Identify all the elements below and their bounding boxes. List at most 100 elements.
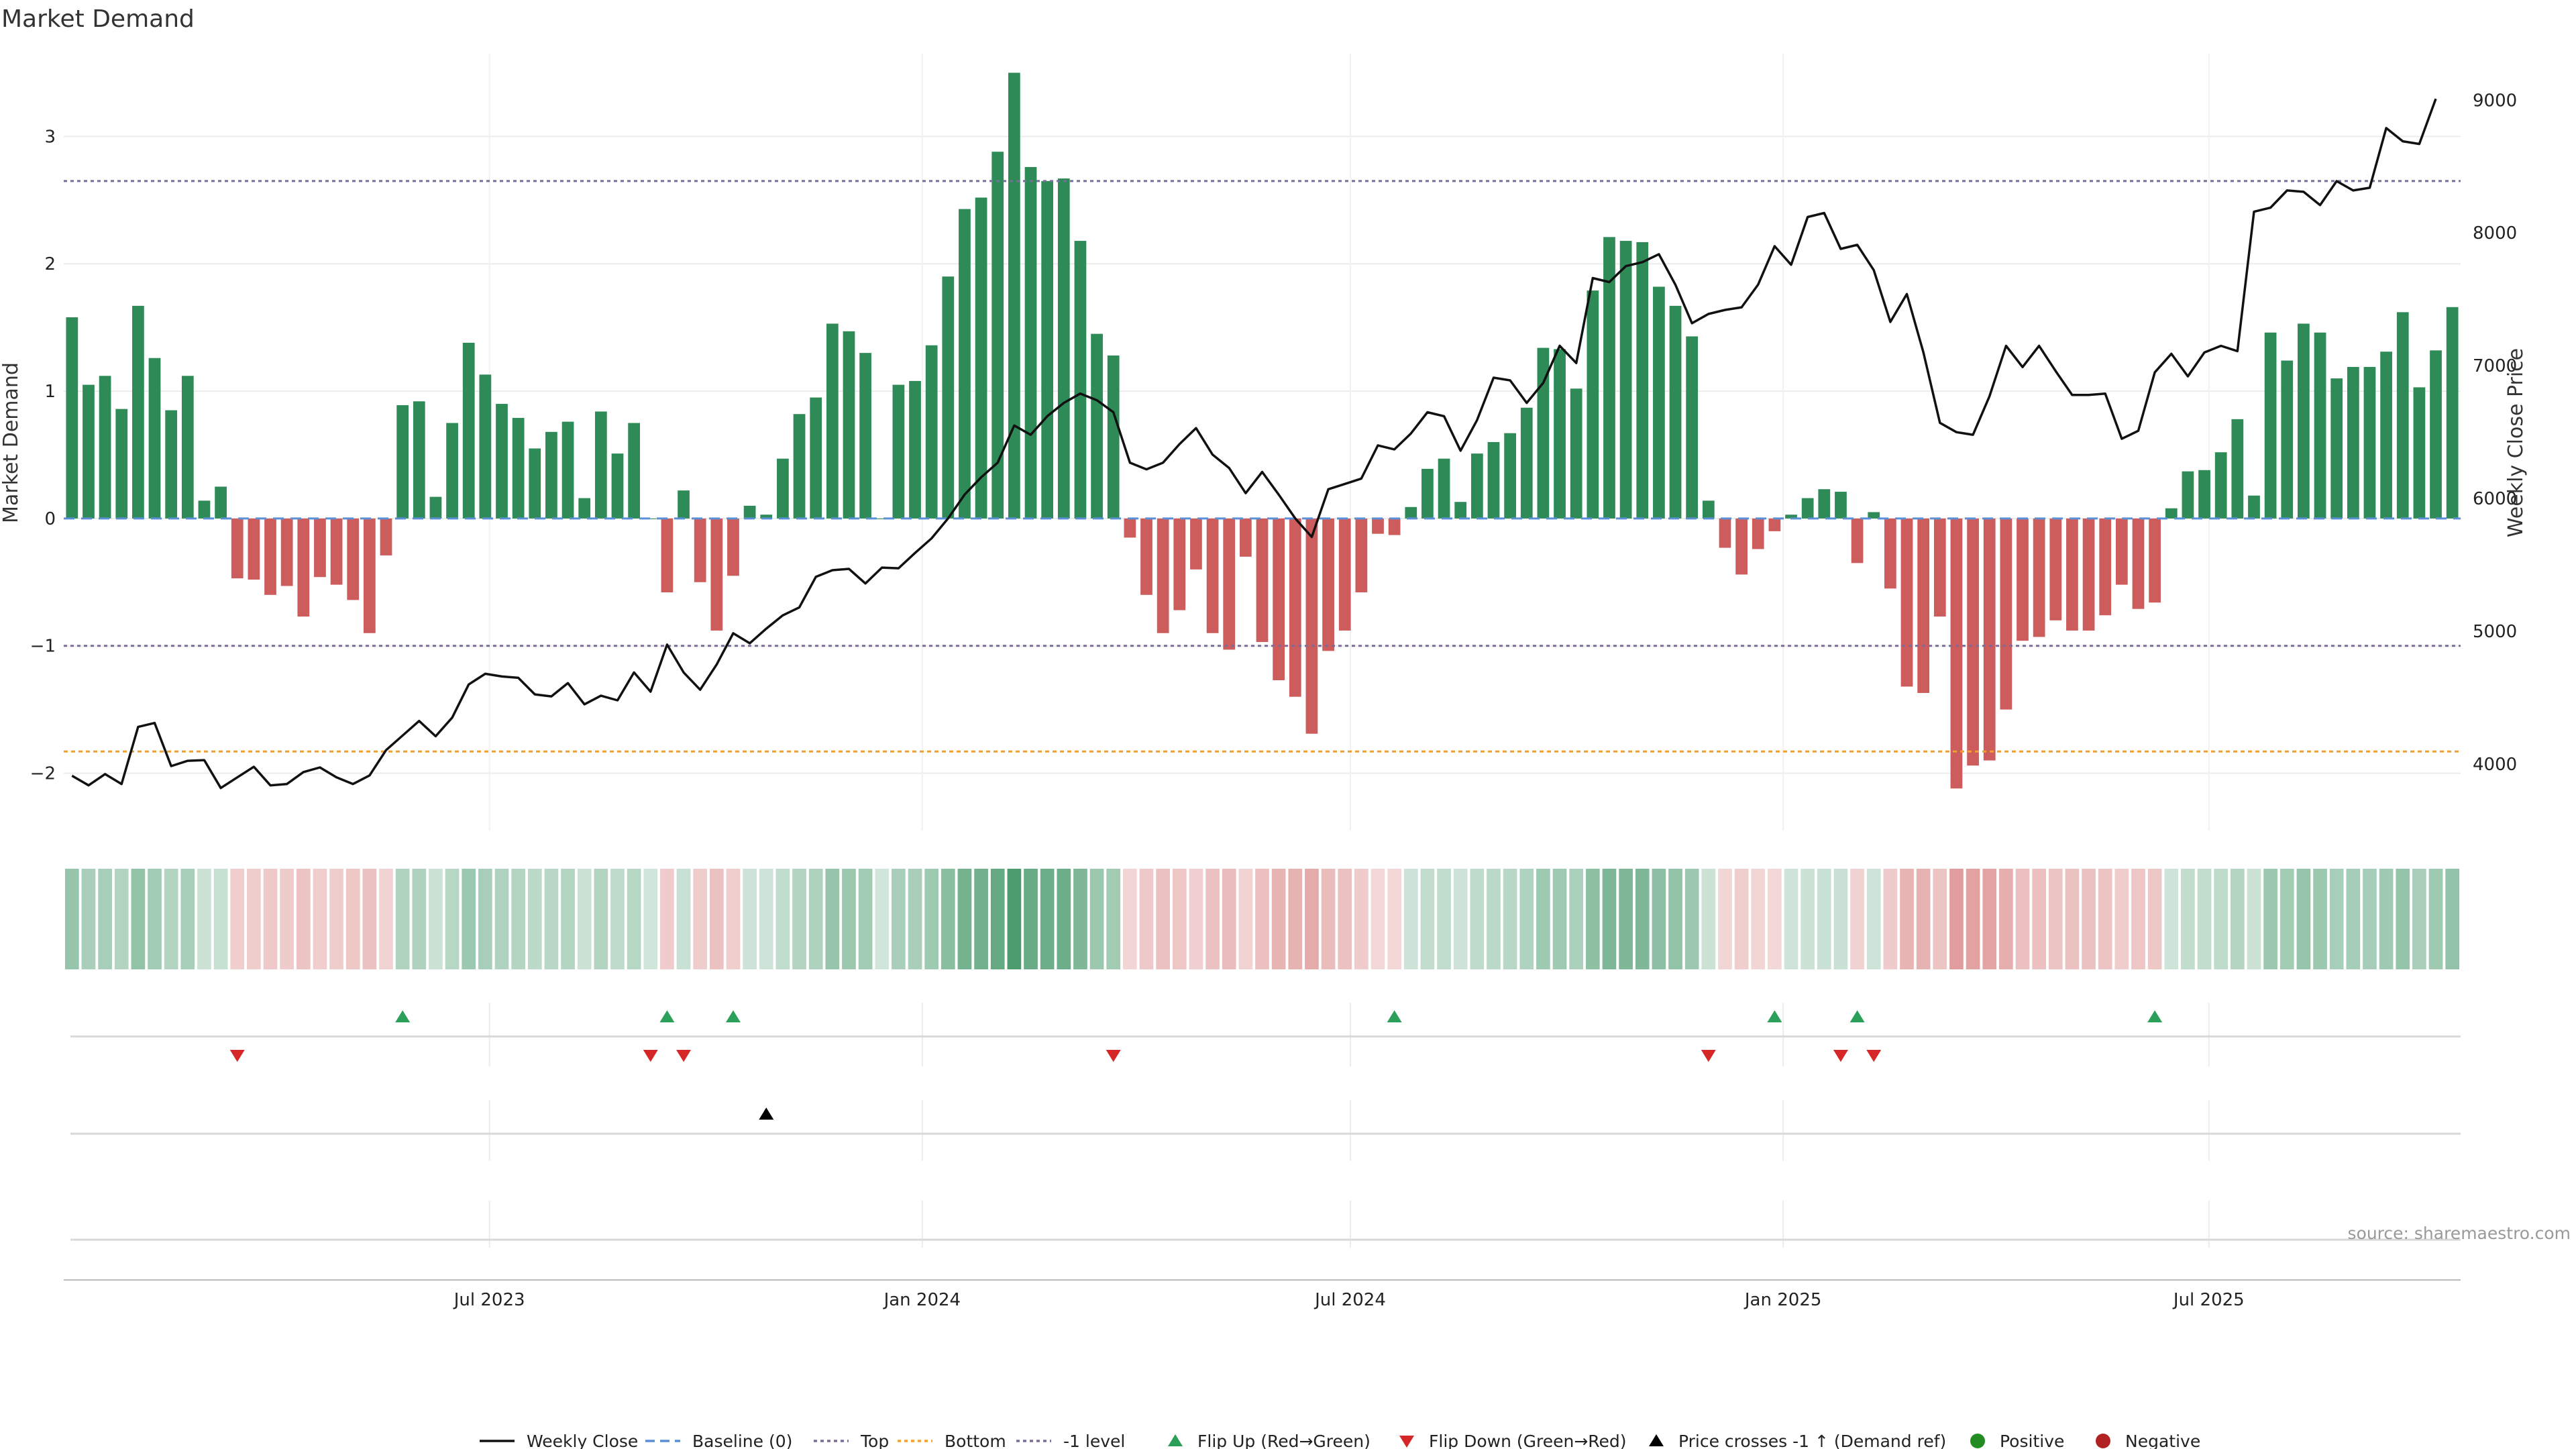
x-tick-label: Jul 2024: [1313, 1290, 1386, 1310]
positive-demand-bar: [1702, 500, 1715, 519]
positive-demand-bar: [132, 305, 144, 519]
positive-demand-bar: [215, 486, 227, 519]
left-tick-label: 2: [44, 254, 56, 274]
negative-heat-cell: [1271, 869, 1286, 969]
negative-heat-cell: [313, 869, 327, 969]
flip-down-marker: [1106, 1050, 1121, 1062]
x-tick-label: Jul 2023: [453, 1290, 525, 1310]
positive-demand-bar: [181, 376, 194, 519]
positive-heat-cell: [808, 869, 823, 969]
positive-heat-cell: [2445, 869, 2460, 969]
positive-demand-bar: [2413, 387, 2426, 519]
positive-demand-bar: [594, 411, 607, 519]
positive-demand-bar: [66, 317, 78, 519]
positive-demand-bar: [991, 152, 1004, 519]
positive-demand-bar: [975, 197, 987, 519]
negative-demand-bar: [1768, 518, 1781, 531]
right-axis-label: Weekly Close Price: [2504, 348, 2528, 537]
positive-heat-cell: [1089, 869, 1104, 969]
positive-heat-cell: [908, 869, 922, 969]
positive-heat-cell: [842, 869, 856, 969]
positive-heat-cell: [1619, 869, 1633, 969]
positive-demand-bar: [760, 515, 773, 519]
legend-label: Top: [860, 1432, 889, 1449]
negative-heat-cell: [247, 869, 261, 969]
positive-heat-cell: [462, 869, 476, 969]
negative-heat-cell: [1156, 869, 1171, 969]
positive-heat-cell: [197, 869, 211, 969]
legend-item-weekly-close: Weekly Close: [480, 1432, 638, 1449]
positive-demand-bar: [777, 458, 789, 519]
positive-demand-bar: [959, 209, 971, 519]
positive-demand-bar: [529, 448, 541, 519]
negative-heat-cell: [1734, 869, 1749, 969]
negative-demand-bar: [1190, 518, 1202, 570]
positive-heat-cell: [924, 869, 939, 969]
positive-demand-bar: [99, 376, 111, 519]
negative-heat-cell: [1933, 869, 1947, 969]
negative-demand-bar: [1140, 518, 1152, 595]
negative-demand-bar: [1206, 518, 1219, 633]
legend-label: Positive: [2000, 1432, 2064, 1449]
positive-heat-cell: [2313, 869, 2327, 969]
flip-down-marker: [643, 1050, 658, 1062]
right-tick-label: 9000: [2473, 91, 2517, 111]
negative-demand-bar: [1322, 518, 1334, 651]
positive-heat-cell: [544, 869, 559, 969]
positive-demand-bar: [859, 353, 871, 519]
positive-heat-cell: [2279, 869, 2294, 969]
positive-heat-cell: [1801, 869, 1815, 969]
positive-heat-cell: [990, 869, 1005, 969]
flip-down-marker: [1701, 1050, 1716, 1062]
right-tick-label: 5000: [2473, 622, 2517, 642]
legend-item-minus-one-level: -1 level: [1016, 1432, 1125, 1449]
negative-heat-cell: [709, 869, 724, 969]
negative-demand-bar: [1719, 518, 1731, 548]
negative-demand-bar: [380, 518, 392, 555]
positive-demand-bar: [2231, 419, 2244, 519]
legend-label: Flip Down (Green→Red): [1429, 1432, 1627, 1449]
legend: Weekly Close Baseline (0) Top Bottom -1 leve…: [480, 1432, 2200, 1449]
positive-demand-bar: [678, 490, 690, 519]
positive-demand-bar: [1653, 286, 1665, 519]
negative-heat-cell: [230, 869, 245, 969]
positive-heat-cell: [858, 869, 873, 969]
flip-up-marker: [725, 1010, 741, 1022]
positive-heat-cell: [1536, 869, 1550, 969]
positive-heat-cell: [164, 869, 178, 969]
positive-heat-cell: [1684, 869, 1699, 969]
negative-demand-bar: [1124, 518, 1136, 538]
positive-demand-bar: [2165, 508, 2178, 519]
negative-demand-bar: [1157, 518, 1169, 633]
positive-heat-cell: [743, 869, 757, 969]
positive-demand-bar: [462, 342, 475, 519]
negative-demand-bar: [314, 518, 326, 578]
positive-demand-bar: [429, 496, 442, 519]
positive-demand-bar: [1520, 407, 1533, 519]
positive-heat-cell: [2230, 869, 2245, 969]
positive-heat-cell: [1106, 869, 1121, 969]
positive-heat-cell: [2263, 869, 2277, 969]
negative-heat-cell: [1999, 869, 2013, 969]
positive-heat-cell: [1503, 869, 1517, 969]
positive-demand-bar: [1669, 305, 1682, 519]
negative-demand-bar: [2082, 518, 2095, 631]
positive-heat-cell: [1833, 869, 1848, 969]
negative-demand-bar: [248, 518, 260, 580]
negative-heat-cell: [1916, 869, 1931, 969]
positive-heat-cell: [2329, 869, 2344, 969]
positive-heat-cell: [494, 869, 509, 969]
source-credit: source: sharemaestro.com: [2348, 1224, 2571, 1243]
price-series: [71, 98, 2437, 790]
legend-label: Bottom: [945, 1432, 1006, 1449]
flip-down-marker: [1866, 1050, 1882, 1062]
positive-heat-cell: [957, 869, 972, 969]
negative-demand-bar: [1355, 518, 1368, 593]
positive-heat-cell: [213, 869, 228, 969]
positive-demand-bar: [1041, 180, 1054, 519]
positive-demand-bar: [413, 401, 425, 519]
positive-heat-cell: [511, 869, 525, 969]
negative-demand-bar: [1967, 518, 1979, 766]
positive-demand-bar: [1074, 241, 1087, 519]
